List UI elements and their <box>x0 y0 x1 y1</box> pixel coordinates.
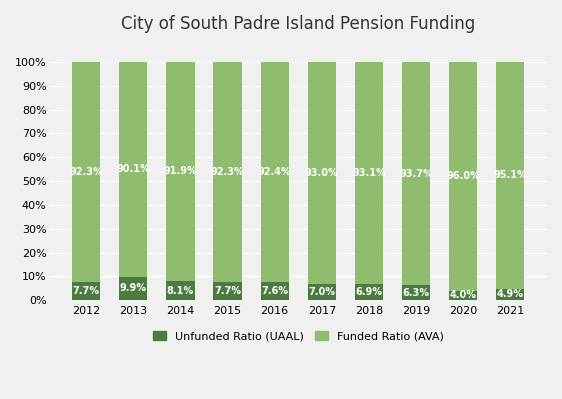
Bar <box>166 62 194 281</box>
Text: 8.1%: 8.1% <box>167 286 194 296</box>
Text: 7.0%: 7.0% <box>309 287 336 297</box>
Text: 92.3%: 92.3% <box>211 167 244 177</box>
Text: 92.4%: 92.4% <box>258 167 292 177</box>
Bar <box>449 62 477 290</box>
Bar <box>307 284 336 300</box>
Bar <box>496 62 524 288</box>
Bar <box>496 288 524 300</box>
Bar <box>214 62 242 282</box>
Text: 7.7%: 7.7% <box>214 286 241 296</box>
Text: 96.0%: 96.0% <box>446 171 480 181</box>
Bar <box>307 62 336 284</box>
Legend: Unfunded Ratio (UAAL), Funded Ratio (AVA): Unfunded Ratio (UAAL), Funded Ratio (AVA… <box>148 327 448 346</box>
Bar <box>119 62 147 277</box>
Text: 90.1%: 90.1% <box>116 164 150 174</box>
Bar <box>214 282 242 300</box>
Text: 93.7%: 93.7% <box>399 168 433 179</box>
Text: 93.0%: 93.0% <box>305 168 339 178</box>
Text: 4.0%: 4.0% <box>450 290 477 300</box>
Text: 7.6%: 7.6% <box>261 286 288 296</box>
Text: 6.9%: 6.9% <box>355 287 382 297</box>
Text: 7.7%: 7.7% <box>72 286 99 296</box>
Bar <box>261 62 289 282</box>
Text: 4.9%: 4.9% <box>497 289 524 299</box>
Title: City of South Padre Island Pension Funding: City of South Padre Island Pension Fundi… <box>121 15 475 33</box>
Bar <box>261 282 289 300</box>
Text: 9.9%: 9.9% <box>120 283 147 293</box>
Bar <box>402 62 430 285</box>
Bar <box>72 282 100 300</box>
Bar <box>402 285 430 300</box>
Text: 93.1%: 93.1% <box>352 168 386 178</box>
Text: 6.3%: 6.3% <box>402 288 429 298</box>
Bar <box>449 290 477 300</box>
Text: 95.1%: 95.1% <box>493 170 527 180</box>
Bar <box>355 62 383 284</box>
Bar <box>166 281 194 300</box>
Text: 92.3%: 92.3% <box>69 167 103 177</box>
Text: 91.9%: 91.9% <box>164 166 197 176</box>
Bar <box>355 284 383 300</box>
Bar <box>72 62 100 282</box>
Bar <box>119 277 147 300</box>
